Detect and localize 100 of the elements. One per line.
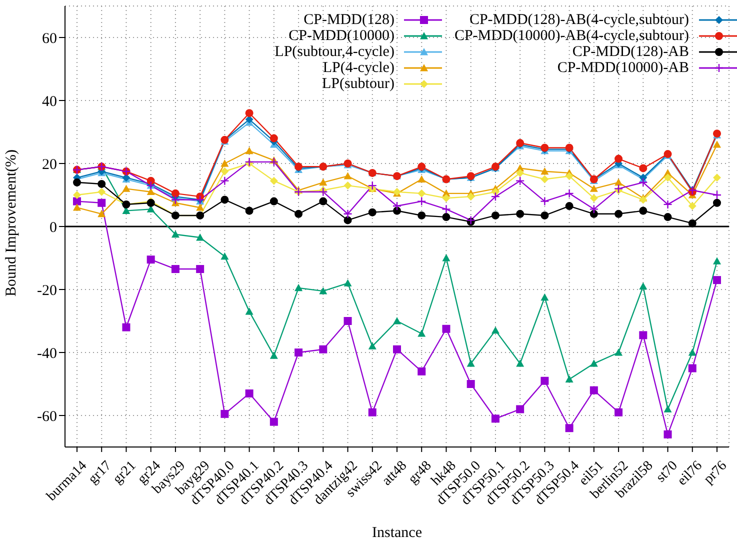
point xyxy=(664,213,672,222)
point xyxy=(220,252,229,260)
point xyxy=(393,317,401,324)
point xyxy=(565,172,574,180)
point xyxy=(639,164,648,172)
point xyxy=(393,206,401,215)
point xyxy=(245,146,254,154)
point xyxy=(590,184,598,192)
point xyxy=(171,189,180,198)
point xyxy=(491,211,500,220)
point xyxy=(220,176,229,185)
point xyxy=(614,178,623,186)
point xyxy=(73,197,81,206)
point xyxy=(418,197,426,206)
y-tick-label: 60 xyxy=(42,30,57,47)
point xyxy=(344,317,352,325)
point xyxy=(418,189,426,198)
legend-label: LP(subtour,4-cycle) xyxy=(274,44,394,60)
point xyxy=(319,345,328,354)
point xyxy=(418,367,426,376)
point xyxy=(565,375,574,382)
point xyxy=(220,410,229,418)
legend-label: CP-MDD(128)-AB(4-cycle,subtour) xyxy=(469,12,689,28)
point xyxy=(516,210,524,218)
point xyxy=(344,182,352,190)
legend-label: CP-MDD(10000) xyxy=(288,28,394,44)
legend-label: CP-MDD(10000)-AB(4-cycle,subtour) xyxy=(454,28,689,44)
point xyxy=(220,160,229,167)
point xyxy=(688,202,696,210)
point xyxy=(418,330,426,337)
point xyxy=(540,197,549,206)
point xyxy=(98,210,106,218)
point xyxy=(122,323,130,332)
point xyxy=(516,176,524,185)
point xyxy=(196,234,204,241)
legend-label: CP-MDD(128)-AB xyxy=(572,44,689,60)
point xyxy=(442,213,450,222)
point xyxy=(442,205,450,214)
point xyxy=(220,196,229,204)
point xyxy=(664,405,672,412)
point xyxy=(245,206,254,215)
point xyxy=(146,188,155,196)
point xyxy=(466,360,475,367)
point xyxy=(590,360,598,367)
point xyxy=(688,219,696,228)
point xyxy=(516,405,524,414)
point xyxy=(270,197,278,206)
point xyxy=(344,216,352,224)
point xyxy=(368,408,376,416)
point xyxy=(270,134,278,142)
point xyxy=(98,198,106,207)
point xyxy=(270,352,278,359)
point xyxy=(565,424,574,432)
point xyxy=(368,342,376,350)
point xyxy=(442,324,450,333)
point xyxy=(73,204,81,211)
point xyxy=(688,348,696,356)
point xyxy=(590,386,598,394)
point xyxy=(196,265,204,274)
y-tick-label: 40 xyxy=(42,94,57,110)
x-axis-title: Instance xyxy=(372,525,422,541)
point xyxy=(294,284,303,292)
point xyxy=(73,178,81,186)
point xyxy=(614,348,623,356)
point xyxy=(196,204,204,211)
legend-label: LP(4-cycle) xyxy=(322,60,394,76)
point xyxy=(344,210,352,218)
point xyxy=(639,331,648,340)
point xyxy=(565,202,574,210)
point xyxy=(639,196,648,204)
point xyxy=(664,430,672,438)
point xyxy=(442,194,450,202)
point xyxy=(614,408,623,416)
point xyxy=(319,197,328,206)
point xyxy=(491,414,500,423)
point xyxy=(540,376,549,385)
point xyxy=(614,154,623,163)
y-tick-label: -60 xyxy=(37,408,57,425)
point xyxy=(73,191,81,199)
legend-label: LP(subtour) xyxy=(322,76,394,92)
point xyxy=(171,265,180,274)
point xyxy=(713,140,721,148)
point xyxy=(516,168,524,177)
point xyxy=(442,254,450,262)
point xyxy=(540,175,549,184)
point xyxy=(122,184,130,192)
point xyxy=(418,211,426,220)
point xyxy=(688,364,696,372)
point xyxy=(220,167,229,176)
point xyxy=(171,230,180,238)
point xyxy=(466,380,475,388)
point xyxy=(319,287,328,294)
point xyxy=(319,178,328,186)
y-tick-label: 0 xyxy=(50,220,57,236)
point xyxy=(713,174,721,182)
x-tick-label: st70 xyxy=(654,458,681,486)
point xyxy=(516,360,524,367)
point xyxy=(639,282,648,290)
point xyxy=(713,198,721,207)
point xyxy=(540,211,549,220)
